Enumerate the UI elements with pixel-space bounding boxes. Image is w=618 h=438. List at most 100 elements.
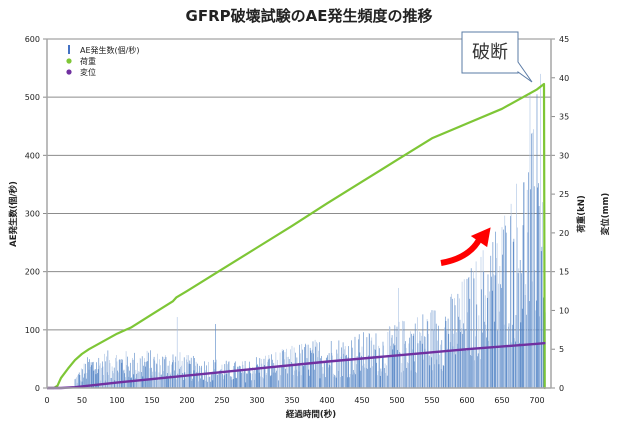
ae-bar <box>163 357 165 388</box>
ae-bar <box>85 363 86 388</box>
y-tick-labels: 0 100 200 300 400 500 600 <box>25 35 40 393</box>
ae-bar <box>292 363 293 388</box>
ae-bar <box>251 380 252 388</box>
ae-bar <box>209 376 210 388</box>
ae-bar <box>118 372 119 388</box>
ae-bar <box>220 369 222 388</box>
ae-bar <box>428 333 429 388</box>
ae-bar <box>446 329 447 388</box>
ae-bar <box>183 379 184 388</box>
ae-bar <box>542 202 543 388</box>
ae-bar <box>435 323 437 388</box>
ae-bar <box>248 361 250 388</box>
ae-bar <box>332 373 334 388</box>
ae-bar <box>533 129 534 388</box>
ae-bar <box>214 362 216 388</box>
ae-bar <box>342 375 343 388</box>
ae-bar <box>530 189 531 388</box>
ae-bar <box>339 377 341 388</box>
ae-bar <box>106 356 107 388</box>
ae-bar <box>143 365 144 388</box>
ae-bar <box>281 349 283 388</box>
ae-bar <box>336 349 338 388</box>
ae-bar <box>200 367 202 388</box>
ae-bar <box>119 359 121 388</box>
ae-bar <box>510 216 511 388</box>
ae-bar <box>493 321 495 388</box>
ae-bar <box>288 359 290 388</box>
ae-bar <box>236 378 237 388</box>
y2-tick-labels: 0 5 10 15 20 25 30 35 40 45 <box>559 35 569 393</box>
chart-title: GFRP破壊試験のAE発生頻度の推移 <box>186 7 433 25</box>
ae-bar <box>135 369 137 388</box>
ae-bar <box>376 362 377 388</box>
ae-bar <box>207 377 209 388</box>
ae-bar <box>185 359 187 388</box>
ae-bar <box>297 363 299 388</box>
ae-bar <box>146 361 147 388</box>
ae-bar <box>204 370 206 388</box>
ae-bar <box>474 360 475 388</box>
ae-bar <box>531 281 533 388</box>
ae-bar <box>466 278 468 388</box>
ae-bar <box>498 311 500 388</box>
ae-bar <box>396 326 398 388</box>
ae-bar <box>101 367 102 388</box>
ae-bar <box>533 186 535 388</box>
ae-bar <box>451 298 453 388</box>
ae-bar <box>76 377 77 388</box>
ae-bar <box>211 374 212 388</box>
ae-bar <box>518 268 520 388</box>
ae-bar <box>512 324 513 388</box>
ae-bar <box>279 352 281 388</box>
x-tick-label: 300 <box>249 396 264 405</box>
ae-bar <box>504 215 506 388</box>
ae-bar <box>293 347 295 388</box>
ae-bar <box>423 359 424 388</box>
ae-bar <box>369 333 370 388</box>
ae-bar <box>164 355 166 388</box>
ae-bar <box>370 367 371 388</box>
ae-bar <box>484 321 485 388</box>
ae-bar <box>178 360 179 388</box>
ae-bar <box>526 314 527 388</box>
ae-bar <box>86 372 88 388</box>
ae-bar <box>335 377 337 388</box>
ae-bar <box>144 361 146 388</box>
legend-label-displacement: 変位 <box>80 67 96 77</box>
ae-bar <box>125 351 127 388</box>
ae-bar <box>387 332 389 388</box>
ae-bar <box>296 357 298 388</box>
ae-bar <box>261 363 263 388</box>
ae-bar <box>329 364 331 388</box>
ae-bar <box>385 372 387 388</box>
ae-bar <box>272 359 273 388</box>
ae-bar <box>524 182 525 388</box>
y2-tick-label: 10 <box>559 306 569 315</box>
ae-bar <box>165 357 167 388</box>
ae-bar <box>378 345 380 388</box>
ae-bar <box>126 365 128 388</box>
ae-bar <box>400 372 402 388</box>
ae-bar <box>303 365 305 388</box>
ae-bar <box>247 368 249 388</box>
ae-bar <box>171 362 173 388</box>
ae-bar <box>541 246 543 388</box>
ae-bar <box>521 273 522 388</box>
y2-tick-label: 25 <box>559 190 569 199</box>
ae-bar <box>519 342 520 388</box>
ae-bar <box>407 363 409 388</box>
ae-bar <box>92 361 94 388</box>
ae-bar <box>92 362 93 388</box>
ae-bar <box>202 379 204 388</box>
ae-bar <box>483 271 485 388</box>
ae-bar <box>425 336 426 388</box>
ae-bar <box>173 360 174 388</box>
ae-bar <box>90 366 91 388</box>
ae-bar <box>145 366 146 388</box>
ae-bar <box>122 359 123 388</box>
gridlines <box>47 38 551 331</box>
ae-bar <box>432 370 433 388</box>
ae-bar <box>393 343 394 388</box>
ae-bar <box>401 363 403 388</box>
